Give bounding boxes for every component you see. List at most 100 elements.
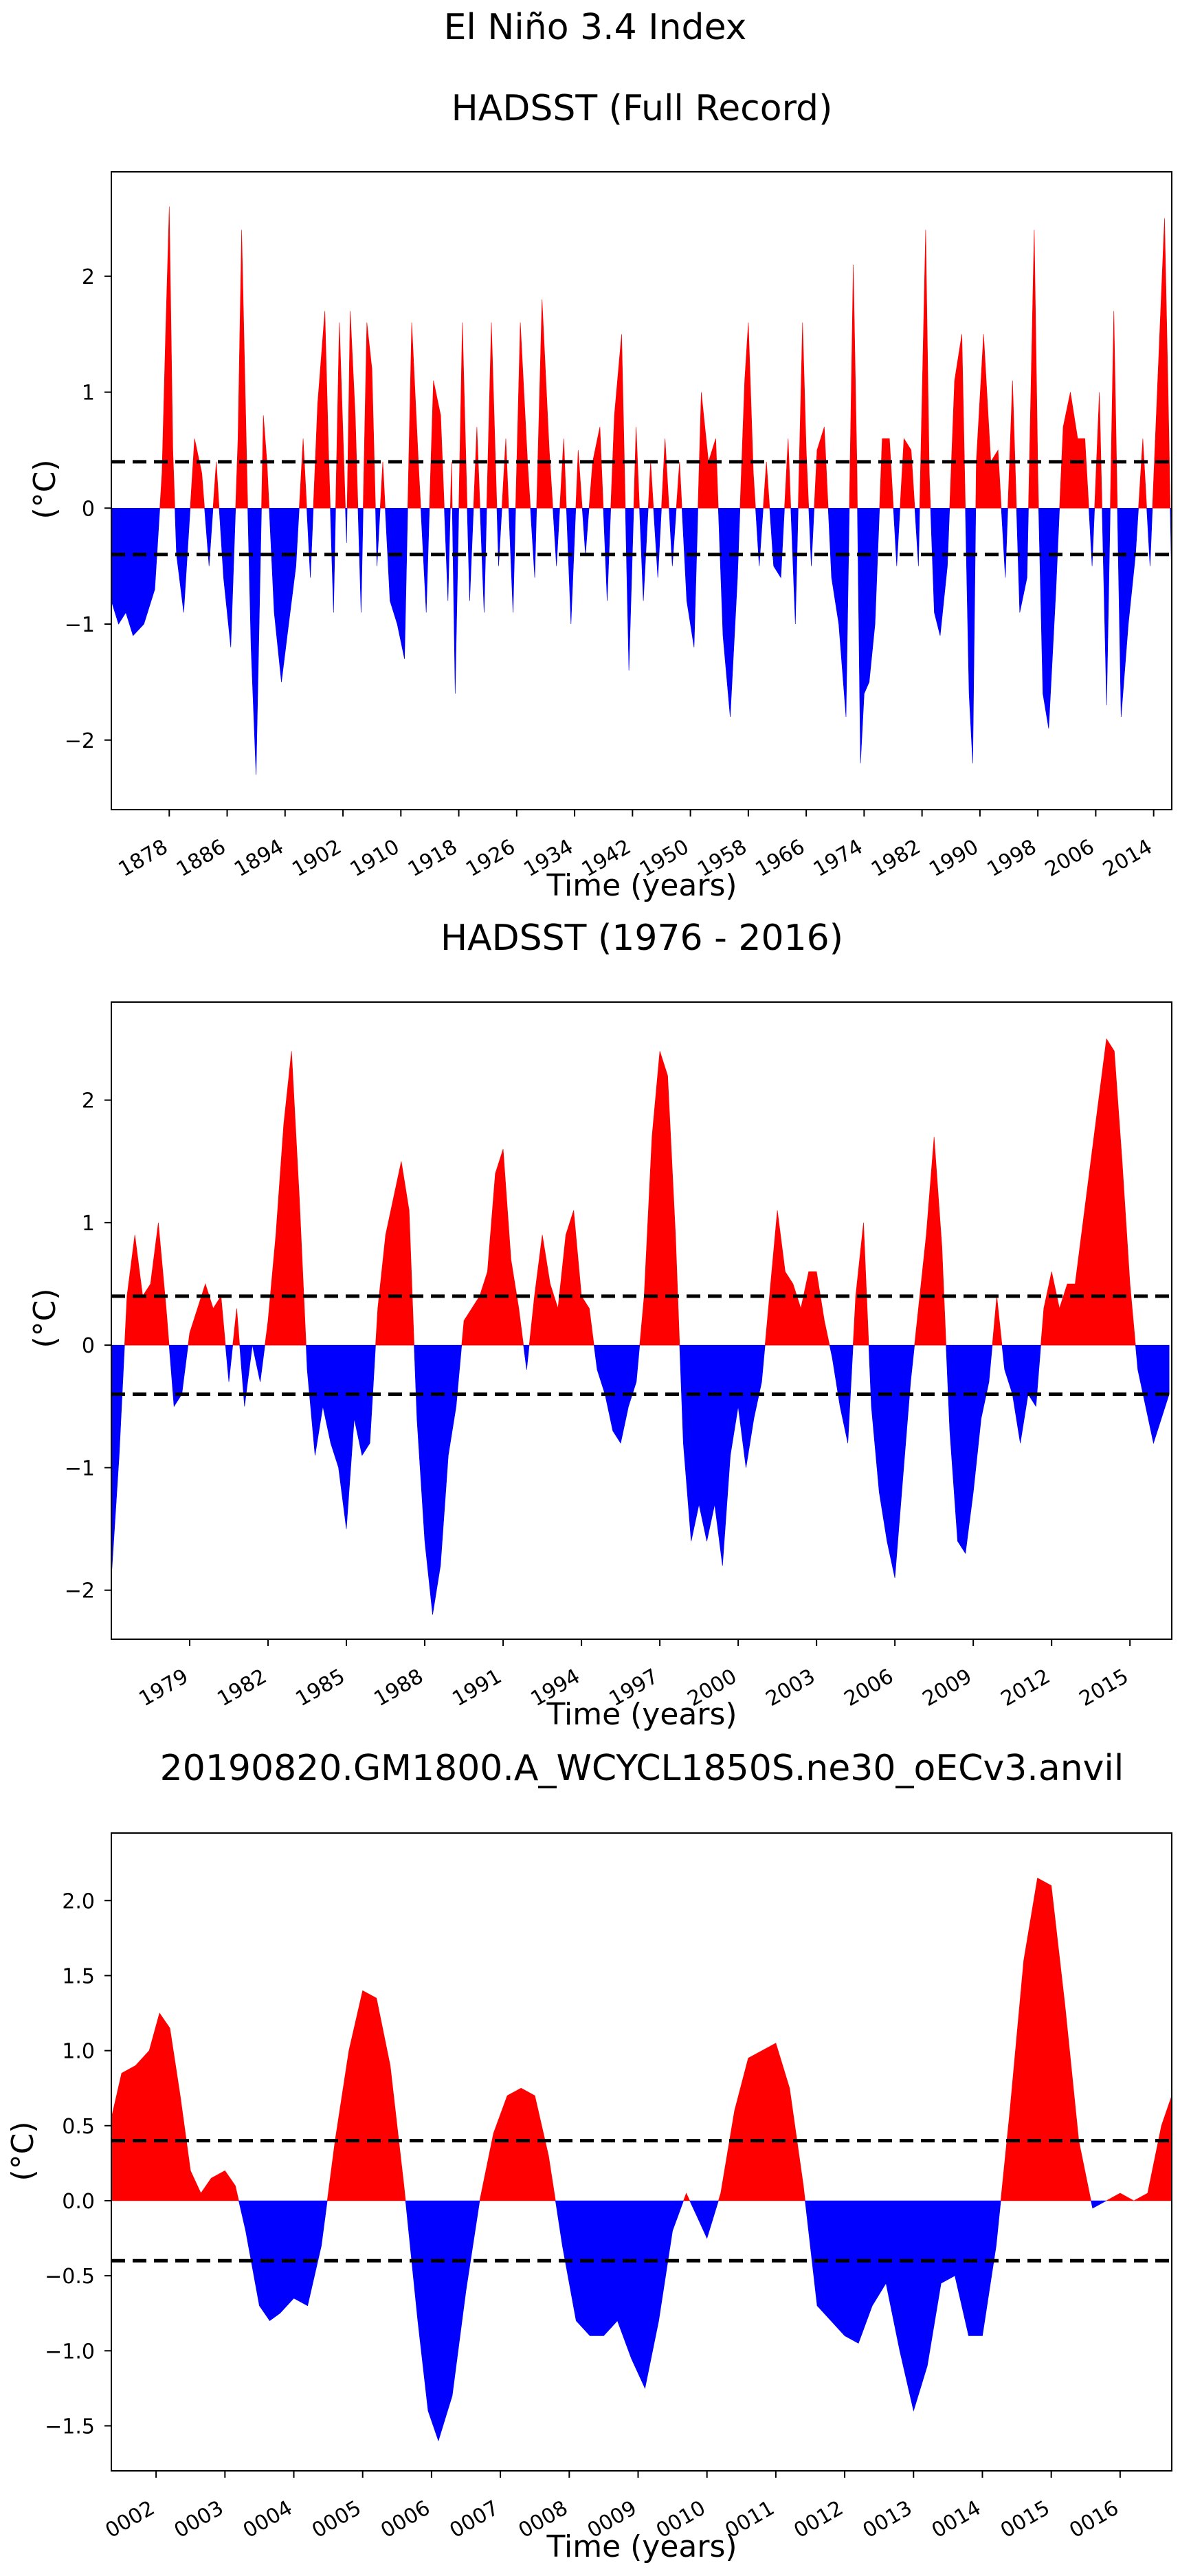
- warm-anomaly-area: [784, 438, 792, 509]
- warm-anomaly-area: [458, 322, 468, 509]
- cool-anomaly-area: [553, 508, 560, 566]
- warm-anomaly-area: [852, 1222, 869, 1346]
- x-tick-label: 2012: [997, 1665, 1055, 1711]
- warm-anomaly-area: [1106, 2096, 1172, 2201]
- cool-anomaly-area: [1089, 508, 1095, 566]
- cool-anomaly-area: [893, 508, 900, 566]
- x-tick-label: 0004: [239, 2496, 297, 2543]
- warm-anomaly-area: [717, 2043, 805, 2201]
- panel-hadsst-1976-2016: HADSST (1976 - 2016) Time (years) (°C) −…: [27, 918, 1172, 1732]
- warm-anomaly-area: [1094, 392, 1102, 509]
- x-tick-label: 1991: [448, 1665, 506, 1711]
- cool-anomaly-area: [307, 508, 314, 578]
- cool-anomaly-area: [420, 508, 430, 613]
- cool-anomaly-area: [946, 1344, 993, 1555]
- y-tick-label: 1.0: [62, 2040, 95, 2064]
- cool-anomaly-area: [1146, 508, 1153, 566]
- warm-anomaly-area: [346, 311, 359, 509]
- warm-anomaly-area: [683, 2192, 691, 2201]
- warm-anomaly-area: [914, 1137, 946, 1346]
- warm-anomaly-area: [610, 334, 626, 509]
- warm-anomaly-area: [798, 322, 810, 509]
- cool-anomaly-area: [581, 508, 590, 555]
- y-axis-label: (°C): [27, 459, 63, 519]
- panel-model-run: 20190820.GM1800.A_WCYCL1850S.ne30_oECv3.…: [5, 1748, 1172, 2564]
- cool-anomaly-area: [204, 508, 214, 566]
- warm-anomaly-area: [763, 461, 770, 509]
- x-tick-label: 2015: [1076, 1665, 1133, 1711]
- cool-anomaly-area: [1102, 508, 1111, 706]
- cool-anomaly-area: [247, 508, 262, 775]
- warm-anomaly-area: [661, 438, 669, 509]
- y-tick-label: −1.0: [45, 2340, 95, 2364]
- warm-anomaly-area: [407, 322, 421, 509]
- warm-anomaly-area: [639, 1051, 680, 1346]
- x-tick-label: 1974: [810, 835, 867, 882]
- cool-anomaly-area: [1016, 508, 1029, 613]
- warm-anomaly-area: [814, 427, 829, 509]
- warm-anomaly-area: [698, 392, 719, 509]
- cool-anomaly-area: [790, 508, 799, 625]
- cool-anomaly-area: [111, 1344, 125, 1578]
- y-tick-label: −0.5: [45, 2265, 95, 2289]
- x-tick-label: 1878: [115, 835, 172, 882]
- cool-anomaly-area: [769, 508, 785, 579]
- chart-title: 20190820.GM1800.A_WCYCL1850S.ne30_oECv3.…: [160, 1748, 1124, 1789]
- warm-anomaly-area: [501, 438, 509, 509]
- cool-anomaly-area: [593, 1344, 641, 1444]
- warm-anomaly-area: [739, 322, 756, 509]
- cool-anomaly-area: [965, 508, 977, 764]
- x-tick-label: 1910: [346, 835, 404, 882]
- plot-frame: [111, 1832, 1172, 2472]
- cool-anomaly-area: [555, 2200, 684, 2389]
- cool-anomaly-area: [444, 508, 451, 601]
- cool-anomaly-area: [252, 1344, 265, 1382]
- warm-anomaly-area: [299, 438, 307, 509]
- x-axis-label: Time (years): [546, 1697, 737, 1732]
- warm-anomaly-area: [190, 438, 205, 509]
- x-tick-label: 1998: [983, 835, 1041, 882]
- cool-anomaly-area: [467, 508, 474, 601]
- warm-anomaly-area: [479, 2087, 556, 2201]
- y-axis-label: (°C): [5, 2121, 41, 2181]
- y-tick-label: 2: [82, 1089, 95, 1113]
- cool-anomaly-area: [168, 1344, 189, 1408]
- warm-anomaly-area: [676, 461, 682, 509]
- y-tick-label: 0: [82, 1334, 95, 1358]
- warm-anomaly-area: [188, 1283, 226, 1346]
- cool-anomaly-area: [225, 1344, 234, 1382]
- y-tick-label: 2: [82, 265, 95, 289]
- x-tick-label: 1886: [172, 835, 230, 882]
- x-tick-label: 1982: [213, 1665, 271, 1711]
- warm-anomaly-area: [647, 461, 654, 509]
- y-tick-label: −1.5: [45, 2414, 95, 2439]
- x-tick-label: 0007: [445, 2496, 503, 2543]
- x-tick-label: 0005: [308, 2496, 366, 2543]
- x-tick-label: 0013: [859, 2496, 917, 2543]
- y-tick-label: −1: [65, 1456, 95, 1480]
- warm-anomaly-area: [326, 1990, 406, 2201]
- x-tick-label: 1990: [925, 835, 983, 882]
- x-tick-label: 0015: [997, 2496, 1054, 2543]
- x-tick-label: 0002: [101, 2496, 159, 2543]
- warm-anomaly-area: [900, 438, 915, 509]
- warm-anomaly-area: [633, 427, 640, 509]
- warm-anomaly-area: [1040, 1038, 1136, 1346]
- x-tick-label: 1902: [288, 835, 346, 882]
- cool-anomaly-area: [330, 508, 336, 613]
- cool-anomaly-area: [808, 508, 815, 566]
- warm-anomaly-area: [212, 461, 220, 509]
- y-tick-label: 0.5: [62, 2115, 95, 2139]
- chart-title: HADSST (Full Record): [452, 88, 833, 129]
- plot-frame: [111, 1001, 1172, 1640]
- cool-anomaly-area: [1001, 1344, 1041, 1443]
- x-tick-label: 1979: [135, 1665, 192, 1711]
- cool-anomaly-area: [689, 2200, 719, 2239]
- cool-anomaly-area: [1001, 508, 1008, 578]
- panel-hadsst-full-record: HADSST (Full Record) Time (years) (°C) −…: [27, 88, 1172, 903]
- warm-anomaly-area: [992, 1296, 1003, 1346]
- warm-anomaly-area: [429, 380, 445, 509]
- chart-title: HADSST (1976 - 2016): [441, 918, 843, 959]
- cool-anomaly-area: [1091, 2200, 1106, 2209]
